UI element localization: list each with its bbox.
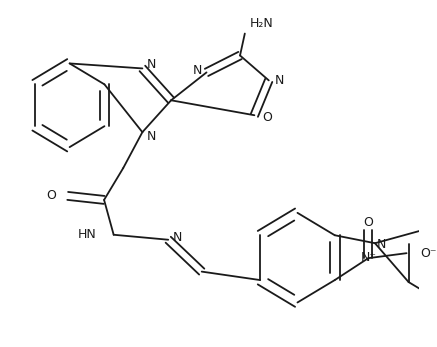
Text: N: N bbox=[173, 231, 182, 244]
Text: O: O bbox=[46, 189, 56, 202]
Text: O⁻: O⁻ bbox=[420, 247, 437, 260]
Text: N⁺: N⁺ bbox=[360, 251, 376, 264]
Text: N: N bbox=[147, 58, 156, 71]
Text: N: N bbox=[274, 74, 284, 87]
Text: H₂N: H₂N bbox=[250, 17, 274, 30]
Text: O: O bbox=[363, 216, 373, 229]
Text: HN: HN bbox=[78, 228, 97, 241]
Text: O: O bbox=[262, 111, 272, 124]
Text: N: N bbox=[147, 130, 156, 143]
Text: N: N bbox=[377, 238, 386, 251]
Text: N: N bbox=[192, 64, 202, 77]
